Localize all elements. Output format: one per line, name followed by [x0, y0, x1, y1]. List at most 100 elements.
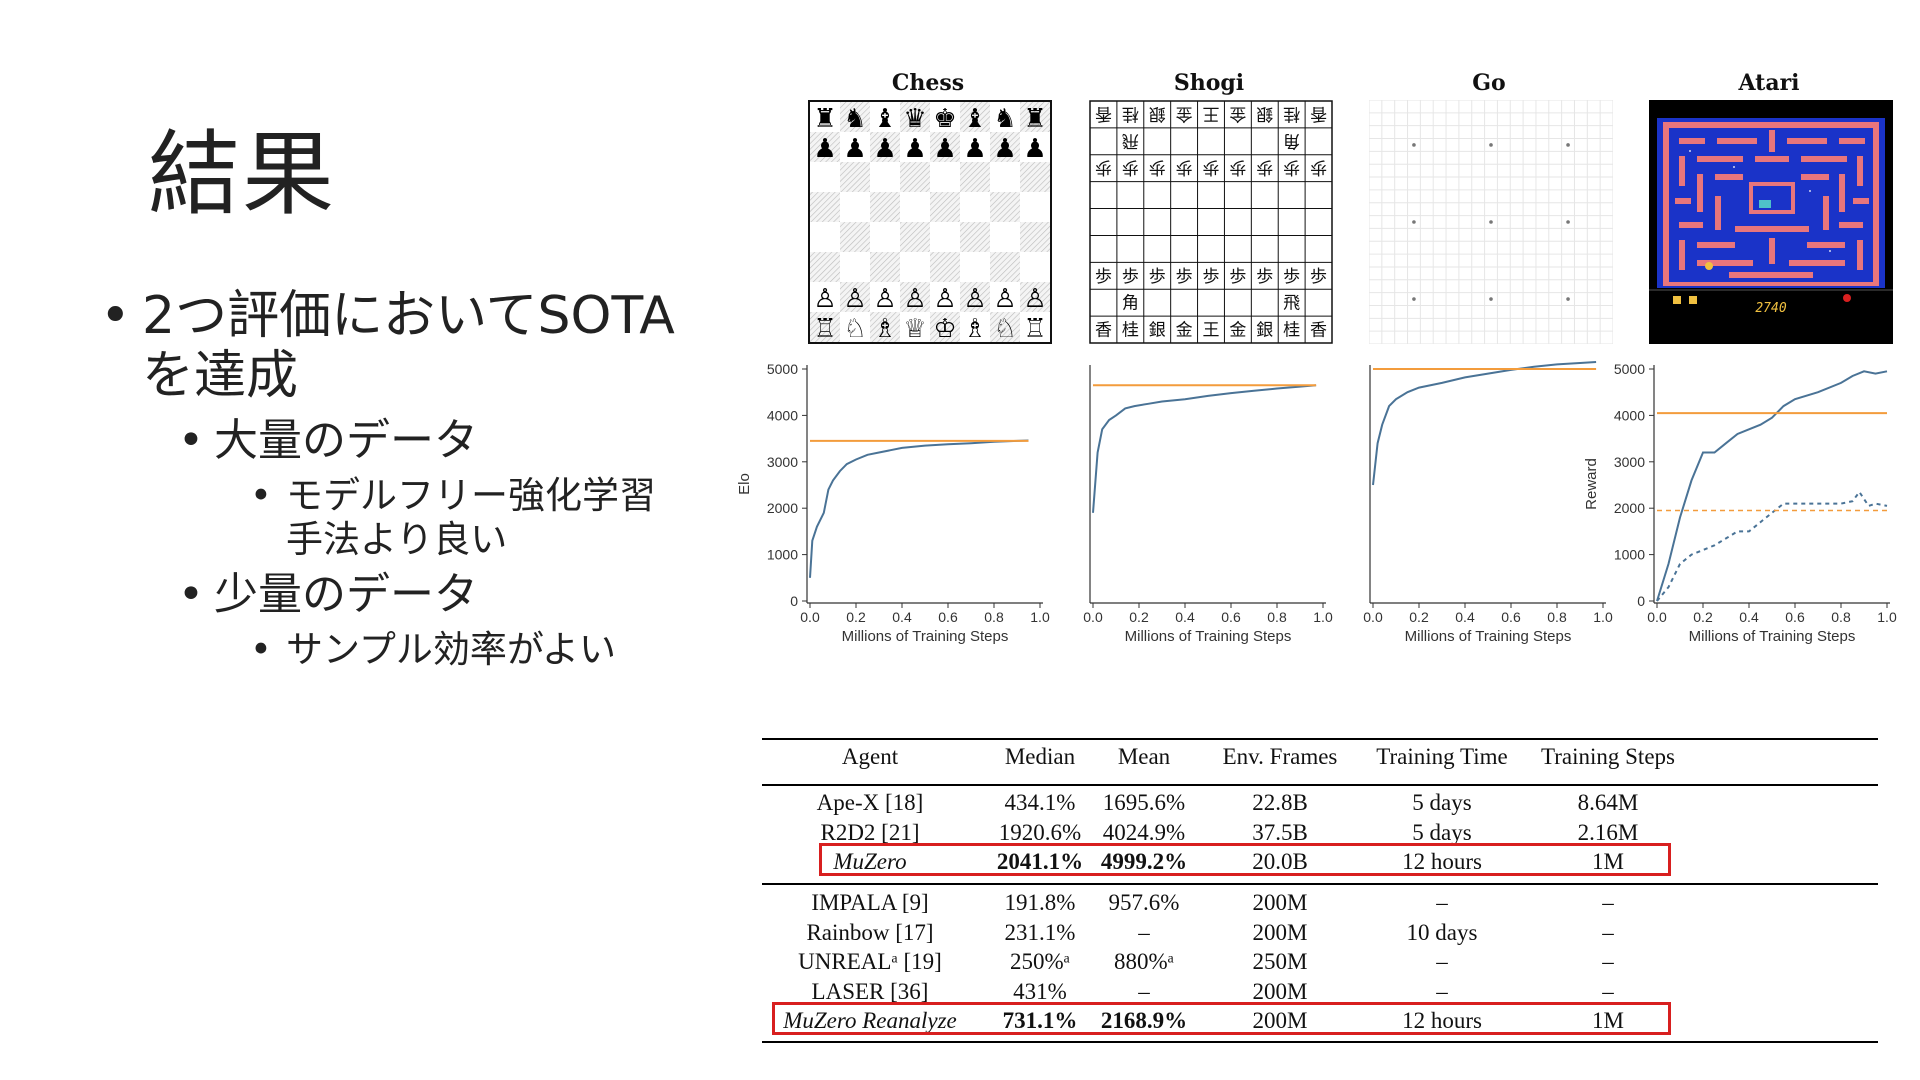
x-tick-label: 0.2	[1409, 609, 1429, 625]
table-header-cell: Env. Frames	[1222, 744, 1338, 769]
shogi-piece-gote: 香	[1310, 103, 1327, 123]
results-table: Agent Median Mean Env. Frames Training Time T…	[762, 738, 1878, 1043]
chart-atari: 0.0 0.2 0.4 0.6 0.8 1.0 0 1000 2000 3000 4000 5000 M…	[1583, 361, 1897, 645]
table-cell: 10 days	[1406, 919, 1478, 945]
x-tick-label: 0.4	[892, 609, 912, 625]
shogi-piece-gote: 桂	[1122, 103, 1139, 123]
chess-piece-black: ♛	[903, 104, 926, 134]
chart-chess: 0.0 0.2 0.4 0.6 0.8 1.0 0 1000 2000 3000 4000 5000 M…	[736, 361, 1050, 645]
shogi-pawn-sente: 歩	[1229, 267, 1246, 287]
table-rule-top	[762, 738, 1878, 740]
y-tick-label: 4000	[767, 407, 798, 423]
y-tick-label: 2000	[1614, 500, 1645, 516]
series-line	[1656, 370, 1888, 602]
shogi-piece-gote: 金	[1229, 103, 1246, 123]
table-cell: 731.1%	[1002, 1008, 1078, 1033]
table-rule-mid	[762, 784, 1878, 786]
shogi-piece-gote: 銀	[1149, 103, 1166, 123]
bullet-level2: • 少量のデータ	[100, 568, 740, 622]
shogi-piece-sente: 銀	[1149, 321, 1166, 341]
bullet-dot: •	[250, 628, 272, 671]
panel-title-atari: Atari	[1738, 70, 1800, 96]
y-tick-label: 3000	[1614, 454, 1645, 470]
table-cell: Ape-X [18]	[816, 790, 924, 815]
table-cell: 22.8B	[1252, 790, 1308, 815]
table-cell: 434.1%	[1004, 790, 1076, 815]
table-cell: 231.1%	[1004, 919, 1076, 945]
shogi-pawn-sente: 歩	[1176, 267, 1193, 287]
x-tick-label: 0.0	[1647, 609, 1667, 625]
table-header-cell: Agent	[841, 744, 899, 769]
go-star-point	[1489, 143, 1493, 147]
shogi-pawn-gote: 歩	[1176, 157, 1193, 177]
x-tick-label: 0.8	[1547, 609, 1567, 625]
x-tick-label: 0.6	[938, 609, 958, 625]
table-cell: 8.64M	[1577, 790, 1639, 815]
table-cell: LASER [36]	[811, 978, 929, 1004]
x-tick-label: 0.6	[1221, 609, 1241, 625]
table-cell: –	[1436, 949, 1448, 974]
shogi-piece-sente: 金	[1176, 321, 1193, 341]
x-axis-label: Millions of Training Steps	[1689, 628, 1856, 645]
table-header-cell: Training Steps	[1541, 744, 1675, 769]
table-row: R2D2 [21] 1920.6% 4024.9% 37.5B 5 days 2.16M	[762, 820, 1878, 850]
table-cell: 2.16M	[1577, 819, 1639, 845]
x-tick-label: 0.0	[1083, 609, 1103, 625]
y-tick-label: 4000	[1614, 407, 1645, 423]
table-cell: –	[1436, 890, 1448, 915]
table-row: IMPALA [9] 191.8% 957.6% 200M – –	[762, 890, 1878, 920]
chess-pawn-white: ♙	[903, 284, 926, 314]
table-cell: 37.5B	[1252, 819, 1308, 845]
table-cell: 20.0B	[1252, 849, 1308, 874]
highlight-box-muzero	[819, 843, 1671, 876]
bullet-level1: • 2つ評価においてSOTA を達成	[100, 286, 740, 406]
y-axis-label: Reward	[1583, 458, 1600, 510]
chess-pawn-white: ♙	[813, 284, 836, 314]
table-cell: 1920.6%	[998, 819, 1082, 845]
series-line	[1656, 490, 1888, 602]
shogi-piece-sente: 香	[1310, 321, 1327, 341]
chess-piece-black: ♞	[993, 104, 1016, 134]
shogi-pawn-gote: 歩	[1149, 157, 1166, 177]
chess-piece-white: ♖	[1023, 314, 1046, 344]
chess-pawn-black: ♟	[903, 134, 926, 164]
go-star-point	[1489, 297, 1493, 301]
bullet-dot: •	[178, 569, 204, 620]
chess-piece-white: ♘	[843, 314, 866, 344]
bullet-text: 大量のデータ	[214, 415, 478, 466]
atari-screen: 2740	[1649, 100, 1893, 344]
chess-pawn-black: ♟	[843, 134, 866, 164]
table-cell: 1695.6%	[1102, 790, 1186, 815]
panel-title-shogi: Shogi	[1173, 70, 1245, 96]
table-cell: UNREALᵃ [19]	[798, 949, 942, 974]
panel-title-chess: Chess	[891, 70, 965, 96]
shogi-board: 香桂銀金王金銀桂香飛 角歩歩歩歩歩歩歩歩歩歩歩歩歩歩歩歩歩歩角 飛香桂銀金王金銀桂香	[1089, 100, 1333, 344]
table-header-cell: Training Time	[1376, 744, 1508, 769]
x-tick-label: 0.0	[800, 609, 820, 625]
table-cell: 200M	[1252, 1008, 1308, 1033]
table-cell: Rainbow [17]	[806, 919, 934, 945]
slide-title: 結果	[148, 121, 337, 228]
table-cell: 5 days	[1412, 819, 1472, 845]
chess-piece-black: ♚	[933, 104, 956, 134]
table-row: LASER [36] 431% – 200M – –	[762, 979, 1878, 1009]
chess-pawn-black: ♟	[873, 134, 896, 164]
x-axis-label: Millions of Training Steps	[1125, 628, 1292, 645]
y-tick-label: 1000	[767, 547, 798, 563]
table-cell: MuZero Reanalyze	[783, 1008, 957, 1033]
panel-title-go: Go	[1472, 70, 1506, 96]
shogi-pawn-sente: 歩	[1095, 267, 1112, 287]
shogi-piece-sente: 桂	[1122, 321, 1139, 341]
chess-pawn-black: ♟	[933, 134, 956, 164]
x-tick-label: 0.4	[1739, 609, 1759, 625]
shogi-piece-sente: 銀	[1256, 321, 1273, 341]
table-cell: 191.8%	[1004, 890, 1076, 915]
table-group-1: Ape-X [18] 434.1% 1695.6% 22.8B 5 days 8.64M R…	[762, 790, 1878, 879]
y-tick-label: 5000	[1614, 361, 1645, 377]
shogi-piece-sente: 金	[1229, 321, 1246, 341]
table-cell: –	[1138, 978, 1150, 1004]
y-tick-label: 1000	[1614, 547, 1645, 563]
chess-pawn-white: ♙	[1023, 284, 1046, 314]
table-cell: MuZero	[833, 849, 907, 874]
x-axis-label: Millions of Training Steps	[842, 628, 1009, 645]
